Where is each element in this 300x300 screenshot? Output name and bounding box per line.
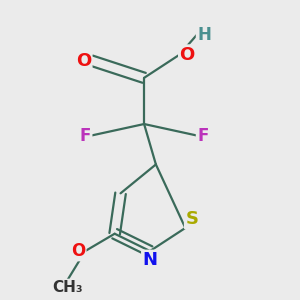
Text: H: H [197, 26, 211, 44]
Text: F: F [197, 127, 208, 145]
Text: O: O [76, 52, 91, 70]
Text: CH₃: CH₃ [52, 280, 83, 295]
Text: N: N [142, 251, 158, 269]
Text: F: F [80, 127, 91, 145]
Text: O: O [71, 242, 85, 260]
Text: O: O [179, 46, 195, 64]
Text: S: S [185, 210, 198, 228]
